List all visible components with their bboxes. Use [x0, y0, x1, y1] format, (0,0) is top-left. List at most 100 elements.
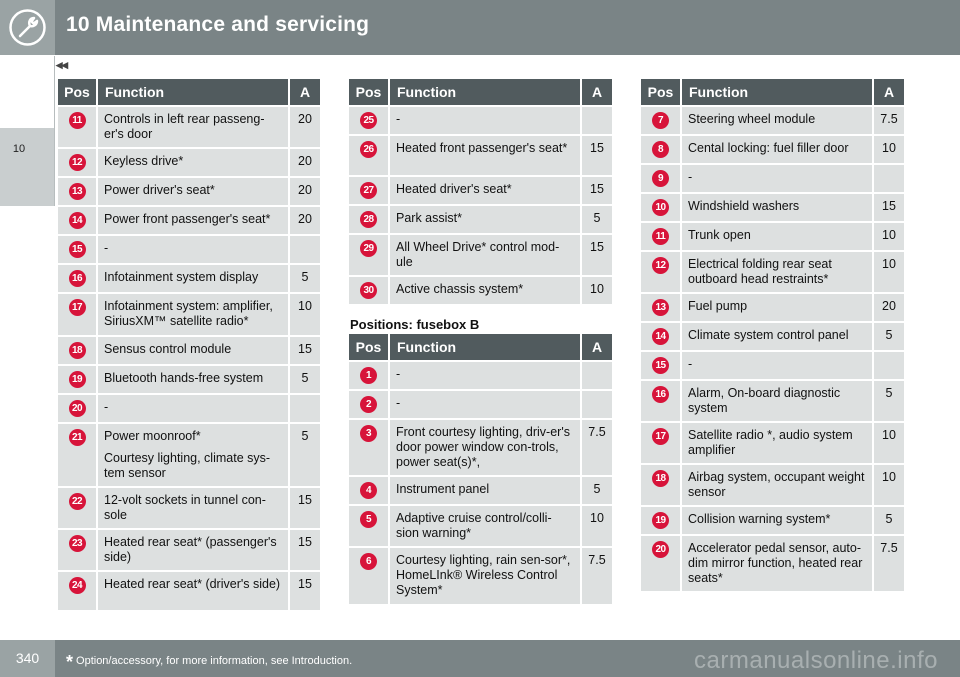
position-badge: 18 — [68, 342, 86, 359]
amperage-cell: 20 — [288, 176, 322, 207]
amperage-cell: 7.5 — [872, 105, 906, 136]
table-row: 6 Courtesy lighting, rain sen-sor*, HomeL… — [347, 546, 614, 606]
function-cell: Accelerator pedal sensor, auto-dim mirro… — [680, 534, 874, 593]
position-badge: 20 — [68, 400, 86, 417]
amperage-cell — [288, 234, 322, 265]
table-row: 21 Power moonroof* Courtesy lighting, clim… — [56, 422, 322, 488]
table-row: 9- — [639, 163, 906, 194]
amperage-cell: 15 — [580, 233, 614, 277]
amperage-cell: 20 — [872, 292, 906, 323]
function-cell: - — [388, 105, 582, 136]
table-row: 30 Active chassis system* 10 — [347, 275, 614, 306]
position-badge: 14 — [652, 328, 669, 345]
table-row: 4 Instrument panel 5 — [347, 475, 614, 506]
table-row: 23 Heated rear seat* (passenger's side) 15 — [56, 528, 322, 572]
function-cell: Power driver's seat* — [96, 176, 290, 207]
position-badge: 27 — [360, 182, 377, 199]
function-cell: Courtesy lighting, rain sen-sor*, HomeLI… — [388, 546, 582, 606]
footnote-star: * — [66, 652, 74, 672]
function-cell: Sensus control module — [96, 335, 290, 366]
table-row: 11 Trunk open 10 — [639, 221, 906, 252]
table-row: 28 Park assist* 5 — [347, 204, 614, 235]
amperage-cell — [872, 163, 906, 194]
position-badge: 21 — [68, 429, 86, 446]
footnote: * Option/accessory, for more information,… — [66, 652, 352, 673]
fuse-table-2: Pos Function A 25- 26 Heated front passen… — [347, 77, 614, 306]
position-badge: 19 — [652, 512, 669, 529]
amperage-cell: 7.5 — [580, 546, 614, 606]
table-row: 16 Infotainment system display 5 — [56, 263, 322, 294]
back-arrows-icon[interactable]: ◂◂ — [56, 57, 68, 72]
table-row: 17 Satellite radio *, audio system amplif… — [639, 421, 906, 465]
function-cell: Bluetooth hands-free system — [96, 364, 290, 395]
table-row: 3 Front courtesy lighting, driv-er's door… — [347, 418, 614, 477]
function-cell: Fuel pump — [680, 292, 874, 323]
table-row: 12 Keyless drive* 20 — [56, 147, 322, 178]
table-row: 14 Climate system control panel 5 — [639, 321, 906, 352]
function-text-secondary: Courtesy lighting, climate sys-tem senso… — [104, 451, 271, 480]
table-row: 7 Steering wheel module 7.5 — [639, 105, 906, 136]
column-header-pos: Pos — [347, 77, 390, 107]
function-cell: Heated driver's seat* — [388, 175, 582, 206]
function-cell: Adaptive cruise control/colli-sion warni… — [388, 504, 582, 548]
function-cell: Infotainment system display — [96, 263, 290, 294]
column-header-a: A — [288, 77, 322, 107]
fuse-table-1: Pos Function A 11 Controls in left rear p… — [56, 77, 322, 612]
function-cell: Airbag system, occupant weight sensor — [680, 463, 874, 507]
table-row: 19 Collision warning system* 5 — [639, 505, 906, 536]
function-cell: 12-volt sockets in tunnel con-sole — [96, 486, 290, 530]
position-badge: 2 — [360, 396, 377, 413]
function-cell: Climate system control panel — [680, 321, 874, 352]
position-badge: 29 — [360, 240, 377, 257]
position-badge: 7 — [652, 112, 669, 129]
amperage-cell: 15 — [288, 570, 322, 612]
position-badge: 6 — [360, 553, 377, 570]
position-badge: 18 — [652, 470, 669, 487]
function-cell: Windshield washers — [680, 192, 874, 223]
page-title: 10 Maintenance and servicing — [66, 13, 370, 36]
position-badge: 23 — [68, 535, 86, 552]
section-title-fusebox-b: Positions: fusebox B — [350, 317, 480, 332]
position-badge: 9 — [652, 170, 669, 187]
function-cell: - — [96, 234, 290, 265]
function-cell: - — [680, 163, 874, 194]
column-header-function: Function — [388, 77, 582, 107]
amperage-cell: 10 — [872, 463, 906, 507]
position-badge: 30 — [360, 282, 377, 299]
amperage-cell: 15 — [288, 528, 322, 572]
amperage-cell — [872, 350, 906, 381]
table-row: 2- — [347, 389, 614, 420]
amperage-cell: 10 — [872, 421, 906, 465]
column-header-function: Function — [96, 77, 290, 107]
amperage-cell: 5 — [580, 475, 614, 506]
function-cell: Heated front passenger's seat* — [388, 134, 582, 177]
fuse-table-4-container: Pos Function A 7 Steering wheel module 7.5… — [639, 77, 906, 593]
function-cell: Trunk open — [680, 221, 874, 252]
chapter-tab[interactable] — [0, 128, 55, 206]
amperage-cell: 5 — [580, 204, 614, 235]
position-badge: 28 — [360, 211, 377, 228]
table-row: 5 Adaptive cruise control/colli-sion warn… — [347, 504, 614, 548]
fuse-table-2-container: Pos Function A 25- 26 Heated front passen… — [347, 77, 614, 306]
page-number: 340 — [0, 640, 55, 677]
chapter-tab-label: 10 — [12, 143, 26, 155]
amperage-cell: 7.5 — [580, 418, 614, 477]
wrench-icon — [9, 9, 46, 46]
position-badge: 19 — [68, 371, 86, 388]
amperage-cell: 10 — [580, 504, 614, 548]
position-badge: 15 — [652, 357, 669, 374]
column-header-a: A — [872, 77, 906, 107]
position-badge: 12 — [652, 257, 669, 274]
fuse-table-1-container: Pos Function A 11 Controls in left rear p… — [56, 77, 322, 612]
function-cell: Park assist* — [388, 204, 582, 235]
table-row: 15- — [639, 350, 906, 381]
amperage-cell: 5 — [872, 505, 906, 536]
function-cell: Front courtesy lighting, driv-er's door … — [388, 418, 582, 477]
function-cell: - — [388, 360, 582, 391]
function-cell: - — [96, 393, 290, 424]
table-row: 17 Infotainment system: amplifier, Sirius… — [56, 292, 322, 337]
sidebar-divider — [54, 56, 55, 206]
function-cell: Satellite radio *, audio system amplifie… — [680, 421, 874, 465]
position-badge: 25 — [360, 112, 377, 129]
function-cell: Electrical folding rear seat outboard he… — [680, 250, 874, 294]
